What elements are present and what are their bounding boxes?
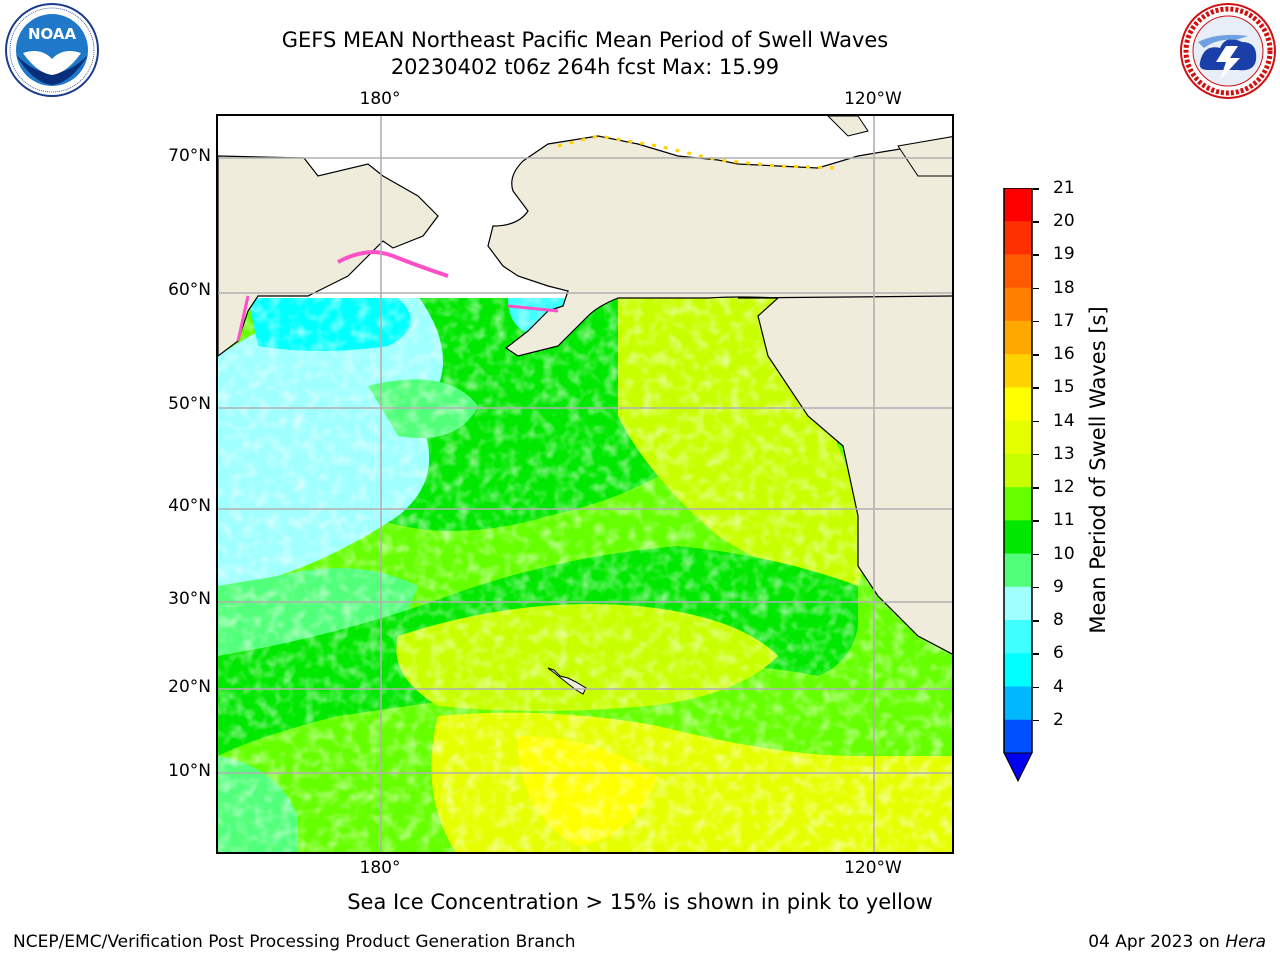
colorbar-tick-mark — [1033, 487, 1039, 489]
colorbar-tick-mark — [1033, 686, 1039, 689]
colorbar-tick-mark — [1033, 188, 1039, 190]
colorbar-tick-label: 19 — [1053, 244, 1075, 265]
colorbar-tick-label: 10 — [1053, 543, 1075, 564]
lat-tick-10n: 10°N — [168, 761, 211, 781]
lon-tick-top-180: 180° — [359, 89, 401, 109]
colorbar-tick-mark — [1033, 320, 1039, 323]
colorbar-tick-label: 12 — [1053, 477, 1075, 498]
colorbar-tick-label: 16 — [1053, 344, 1075, 365]
chart-subtitle: 20230402 t06z 264h fcst Max: 15.99 — [390, 55, 780, 79]
colorbar-tick-mark — [1033, 387, 1039, 389]
lon-tick-bottom-180: 180° — [359, 858, 401, 878]
colorbar-band — [1004, 653, 1032, 688]
svg-text:NOAA: NOAA — [28, 25, 77, 43]
map-panel — [216, 114, 954, 854]
colorbar-band — [1004, 354, 1032, 388]
colorbar-under-triangle — [1003, 752, 1033, 783]
colorbar-tick-mark — [1033, 620, 1039, 622]
colorbar-band — [1004, 620, 1032, 654]
colorbar-tick-label: 4 — [1053, 676, 1064, 697]
colorbar-tick-label: 11 — [1053, 510, 1075, 531]
lon-tick-top-120w: 120°W — [844, 89, 902, 109]
colorbar-tick-mark — [1033, 520, 1039, 522]
colorbar-band — [1004, 254, 1032, 289]
colorbar-band — [1004, 188, 1032, 222]
colorbar-tick-mark — [1033, 553, 1039, 556]
lat-tick-40n: 40°N — [168, 496, 211, 516]
footer-date-text: 04 Apr 2023 on — [1088, 932, 1220, 952]
colorbar-tick-label: 9 — [1053, 576, 1064, 597]
colorbar-band — [1004, 553, 1032, 588]
colorbar-tick-label: 18 — [1053, 277, 1075, 298]
colorbar-band — [1004, 719, 1032, 754]
colorbar-tick-label: 20 — [1053, 211, 1075, 232]
colorbar-tick-label: 14 — [1053, 410, 1075, 431]
lat-tick-20n: 20°N — [168, 677, 211, 697]
colorbar-band — [1004, 520, 1032, 555]
colorbar-tick-label: 13 — [1053, 443, 1075, 464]
colorbar-band — [1004, 453, 1032, 488]
colorbar-tick-label: 8 — [1053, 610, 1064, 631]
colorbar-title: Mean Period of Swell Waves [s] — [1086, 306, 1110, 634]
footer-credit: NCEP/EMC/Verification Post Processing Pr… — [13, 932, 576, 952]
swell-period-map — [218, 116, 952, 852]
lat-tick-50n: 50°N — [168, 394, 211, 414]
colorbar-tick-mark — [1033, 221, 1039, 223]
colorbar-tick-label: 6 — [1053, 643, 1064, 664]
colorbar-tick-mark — [1033, 287, 1039, 290]
colorbar-tick-mark — [1033, 354, 1039, 356]
colorbar-tick-mark — [1033, 420, 1039, 423]
colorbar-tick-mark — [1033, 653, 1039, 655]
lat-tick-70n: 70°N — [168, 146, 211, 166]
colorbar-tick-mark — [1033, 254, 1039, 256]
colorbar-band — [1004, 420, 1032, 455]
lon-tick-bottom-120w: 120°W — [844, 858, 902, 878]
colorbar-band — [1004, 287, 1032, 322]
noaa-logo: NOAA — [1, 3, 103, 102]
colorbar-tick-mark — [1033, 586, 1039, 589]
colorbar-band — [1004, 320, 1032, 355]
footer-date: 04 Apr 2023 on Hera — [1088, 932, 1266, 952]
colorbar-outline — [1003, 188, 1033, 753]
lat-tick-30n: 30°N — [168, 589, 211, 609]
colorbar-tick-mark — [1033, 453, 1039, 456]
colorbar-tick-label: 15 — [1053, 377, 1075, 398]
colorbar-tick-mark — [1033, 719, 1039, 722]
chart-title: GEFS MEAN Northeast Pacific Mean Period … — [281, 28, 889, 52]
footer-host: Hera — [1225, 932, 1266, 952]
colorbar-tick-label: 17 — [1053, 310, 1075, 331]
colorbar-tick-label: 21 — [1053, 178, 1075, 198]
nws-logo — [1178, 2, 1278, 104]
colorbar — [1003, 188, 1033, 783]
colorbar-band — [1004, 586, 1032, 621]
lat-tick-60n: 60°N — [168, 280, 211, 300]
colorbar-band — [1004, 387, 1032, 422]
colorbar-band — [1004, 686, 1032, 721]
colorbar-band — [1004, 487, 1032, 521]
colorbar-band — [1004, 221, 1032, 255]
sea-ice-note: Sea Ice Concentration > 15% is shown in … — [347, 890, 933, 914]
colorbar-tick-label: 2 — [1053, 709, 1064, 730]
